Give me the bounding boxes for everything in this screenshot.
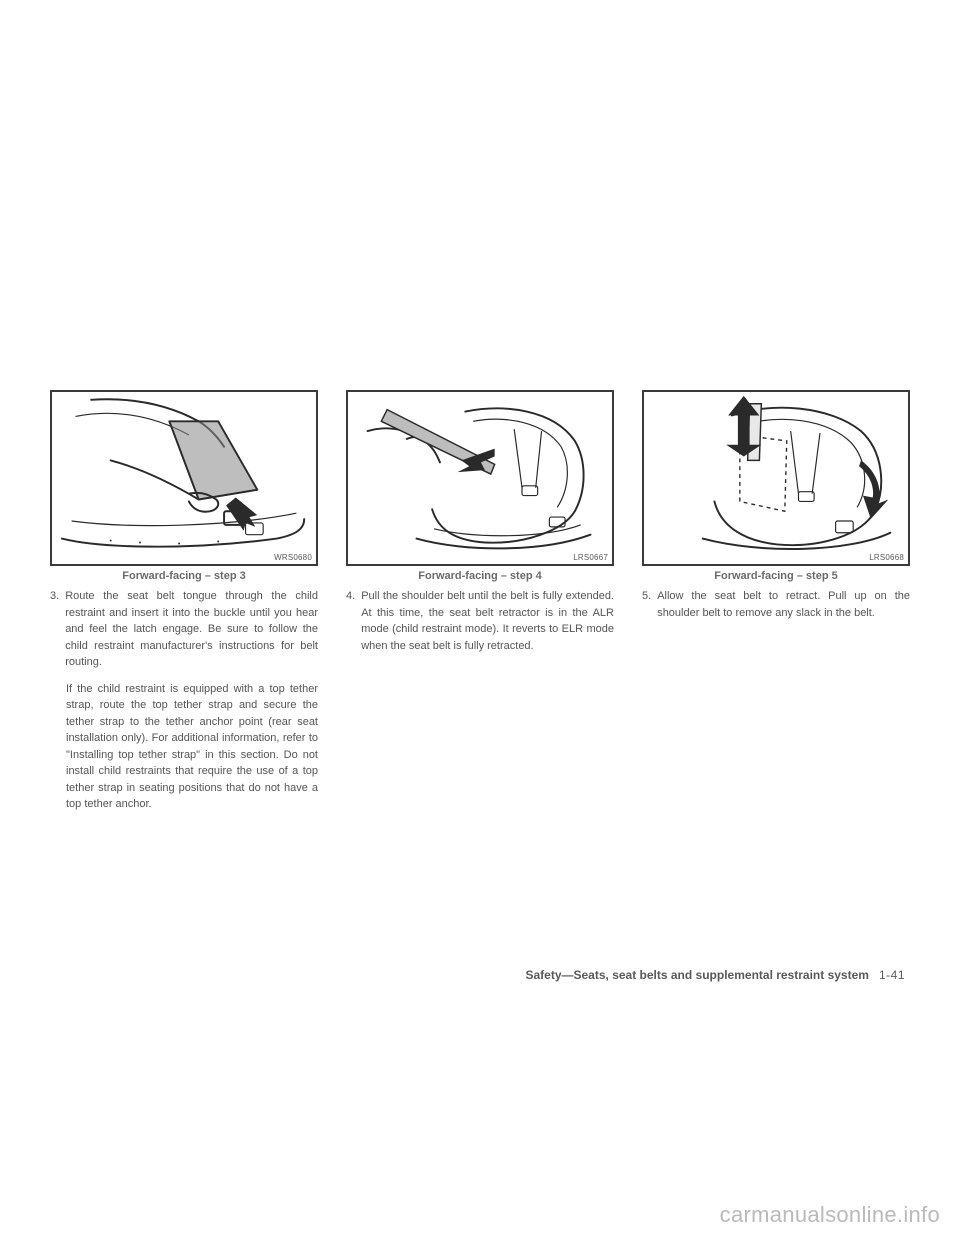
illustration-step3 bbox=[52, 392, 316, 564]
step-body: Allow the seat belt to retract. Pull up … bbox=[657, 588, 910, 621]
figure-caption: Forward-facing – step 4 bbox=[346, 570, 614, 582]
page-number: 1-41 bbox=[879, 968, 905, 982]
page-footer: Safety—Seats, seat belts and supplementa… bbox=[525, 968, 905, 982]
step3-paragraph2: If the child restraint is equipped with … bbox=[66, 681, 318, 813]
step5-text: 5. Allow the seat belt to retract. Pull … bbox=[642, 588, 910, 621]
figure-step4: LRS0667 bbox=[346, 390, 614, 566]
step3-text: 3. Route the seat belt tongue through th… bbox=[50, 588, 318, 813]
watermark-text: carmanualsonline.info bbox=[720, 1202, 940, 1228]
figure-caption: Forward-facing – step 5 bbox=[642, 570, 910, 582]
manual-page: WRS0680 Forward-facing – step 3 3. Route… bbox=[50, 390, 910, 813]
step-body: Route the seat belt tongue through the c… bbox=[65, 588, 318, 671]
column-2: LRS0667 Forward-facing – step 4 4. Pull … bbox=[346, 390, 614, 813]
figure-id-label: LRS0668 bbox=[869, 553, 904, 562]
step-body: Pull the shoulder belt until the belt is… bbox=[361, 588, 614, 654]
figure-id-label: LRS0667 bbox=[573, 553, 608, 562]
figure-caption: Forward-facing – step 3 bbox=[50, 570, 318, 582]
column-3: LRS0668 Forward-facing – step 5 5. Allow… bbox=[642, 390, 910, 813]
column-1: WRS0680 Forward-facing – step 3 3. Route… bbox=[50, 390, 318, 813]
figure-id-label: WRS0680 bbox=[274, 553, 312, 562]
three-column-layout: WRS0680 Forward-facing – step 3 3. Route… bbox=[50, 390, 910, 813]
step-number: 4. bbox=[346, 588, 355, 654]
figure-step3: WRS0680 bbox=[50, 390, 318, 566]
footer-section-title: Safety—Seats, seat belts and supplementa… bbox=[525, 968, 868, 982]
figure-step5: LRS0668 bbox=[642, 390, 910, 566]
step4-text: 4. Pull the shoulder belt until the belt… bbox=[346, 588, 614, 654]
step-number: 3. bbox=[50, 588, 59, 671]
step-number: 5. bbox=[642, 588, 651, 621]
illustration-step5 bbox=[644, 392, 908, 564]
illustration-step4 bbox=[348, 392, 612, 564]
